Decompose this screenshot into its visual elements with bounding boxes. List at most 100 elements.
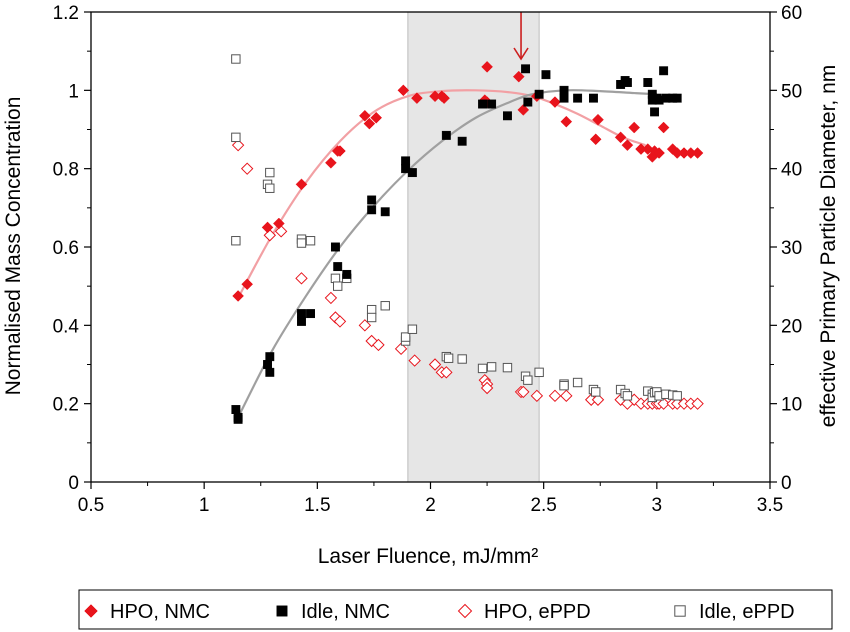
annotation-arrow-head bbox=[513, 47, 529, 61]
data-point bbox=[306, 309, 315, 319]
data-point bbox=[333, 281, 343, 291]
data-point bbox=[265, 167, 275, 178]
y2-tick-label: 0 bbox=[781, 473, 792, 494]
data-point bbox=[548, 389, 562, 403]
data-point bbox=[370, 111, 383, 124]
data-point bbox=[650, 107, 660, 117]
data-point bbox=[517, 104, 530, 116]
data-point bbox=[438, 92, 450, 105]
data-point bbox=[380, 301, 390, 311]
data-point bbox=[295, 272, 308, 285]
data-point bbox=[672, 93, 682, 103]
y-tick-label: 0.2 bbox=[53, 395, 79, 416]
data-point bbox=[672, 391, 682, 401]
data-point bbox=[659, 66, 669, 76]
x-tick-label: 3.5 bbox=[757, 495, 783, 516]
legend-entry-label: Idle, ePPD bbox=[699, 601, 795, 623]
data-point bbox=[657, 121, 670, 134]
data-point bbox=[231, 236, 241, 246]
legend-marker bbox=[457, 603, 473, 619]
data-point bbox=[297, 309, 306, 319]
data-point bbox=[325, 156, 337, 169]
data-point bbox=[367, 205, 377, 215]
data-point bbox=[573, 93, 583, 103]
data-point bbox=[394, 342, 408, 356]
data-point bbox=[534, 367, 544, 378]
data-point bbox=[363, 117, 376, 130]
legend-marker bbox=[84, 604, 98, 618]
data-point bbox=[440, 366, 453, 379]
data-point bbox=[295, 178, 308, 191]
data-point bbox=[502, 362, 513, 373]
data-point bbox=[231, 54, 241, 64]
data-point bbox=[523, 375, 533, 385]
data-point bbox=[487, 99, 497, 109]
data-point bbox=[477, 363, 488, 374]
data-point bbox=[358, 319, 372, 332]
data-point bbox=[457, 354, 467, 364]
y-tick-label: 0.4 bbox=[53, 316, 80, 337]
x-tick-label: 2.5 bbox=[530, 495, 556, 516]
data-point bbox=[333, 262, 343, 272]
y-tick-label: 0 bbox=[68, 473, 79, 494]
data-point bbox=[559, 380, 569, 391]
data-point bbox=[572, 377, 583, 388]
data-point bbox=[530, 389, 544, 403]
data-point bbox=[265, 367, 275, 377]
data-point bbox=[457, 136, 467, 146]
data-point bbox=[486, 362, 497, 372]
data-point bbox=[231, 405, 241, 414]
fit-curve bbox=[237, 89, 646, 299]
y-axis-label: Normalised Mass Concentration bbox=[2, 97, 25, 396]
x-axis-label: Laser Fluence, mJ/mm² bbox=[318, 545, 539, 568]
data-point bbox=[265, 183, 275, 193]
data-point bbox=[589, 133, 602, 146]
data-point bbox=[534, 89, 544, 99]
data-point bbox=[628, 121, 641, 134]
fit-curve bbox=[237, 89, 657, 418]
data-point bbox=[334, 145, 346, 157]
data-point bbox=[622, 391, 633, 401]
data-point bbox=[512, 70, 525, 83]
data-point bbox=[333, 315, 347, 328]
x-tick-label: 1.5 bbox=[304, 495, 330, 516]
x-tick-label: 3 bbox=[652, 495, 663, 516]
data-point bbox=[443, 353, 454, 363]
data-point bbox=[503, 111, 512, 121]
legend-frame bbox=[78, 589, 833, 630]
y2-tick-label: 50 bbox=[781, 81, 802, 102]
legend-entry-label: HPO, ePPD bbox=[484, 601, 591, 623]
data-point bbox=[401, 156, 411, 166]
data-point bbox=[359, 109, 371, 122]
data-point bbox=[560, 115, 573, 128]
data-point bbox=[261, 221, 274, 234]
data-point bbox=[240, 162, 254, 175]
data-point bbox=[233, 414, 243, 424]
data-point bbox=[549, 96, 561, 108]
legend-marker bbox=[674, 605, 686, 617]
data-point bbox=[372, 338, 385, 352]
x-tick-label: 1 bbox=[199, 495, 210, 516]
y2-tick-label: 20 bbox=[781, 316, 802, 337]
axis-layer: 0.5 1 1.5 2 2.5 3 3.500.20.40.60.811.201020304… bbox=[53, 3, 803, 516]
data-point bbox=[560, 389, 573, 403]
data-point bbox=[621, 139, 634, 152]
legend: HPO, NMC Idle, NMC HPO, ePPD Idle, ePPD bbox=[78, 589, 833, 630]
y2-tick-label: 30 bbox=[781, 238, 802, 259]
y2-tick-label: 40 bbox=[781, 160, 802, 181]
data-point bbox=[411, 92, 423, 105]
y-tick-label: 1 bbox=[68, 81, 79, 102]
data-point bbox=[614, 131, 627, 144]
data-point bbox=[407, 324, 418, 334]
data-point bbox=[480, 381, 494, 395]
data-point bbox=[265, 352, 275, 362]
data-point bbox=[441, 130, 451, 140]
data-point bbox=[330, 273, 341, 284]
data-point bbox=[397, 84, 410, 97]
data-point-layer bbox=[231, 54, 704, 424]
legend-marker bbox=[276, 605, 288, 617]
data-point bbox=[592, 113, 604, 126]
data-point bbox=[408, 354, 421, 367]
data-point bbox=[407, 168, 417, 178]
shaded-region bbox=[407, 11, 540, 483]
